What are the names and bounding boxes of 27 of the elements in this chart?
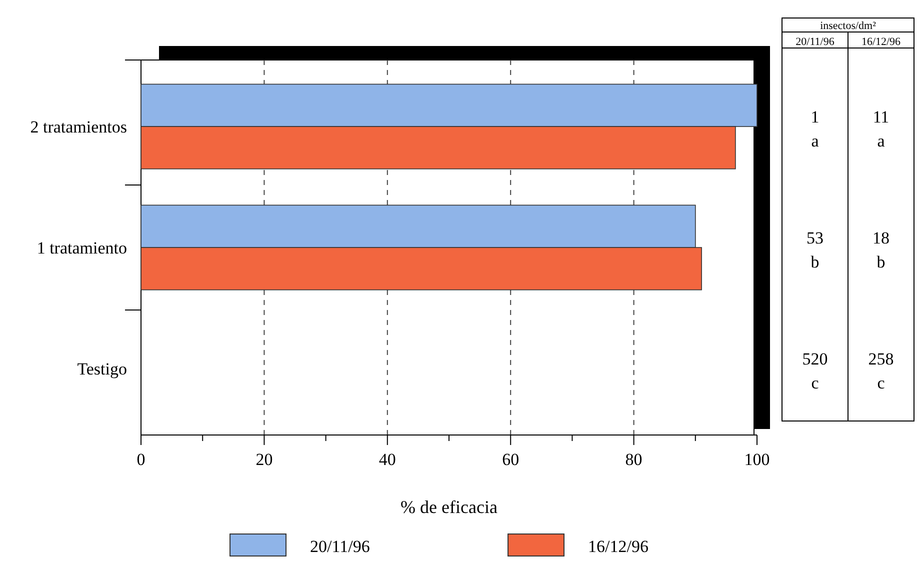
text: c xyxy=(877,373,886,392)
text: a xyxy=(877,132,886,151)
x-tick-label: 80 xyxy=(625,450,642,469)
text: b xyxy=(876,252,886,272)
legend-label: 16/12/96 xyxy=(588,537,648,556)
y-tick-label: 1 tratamiento xyxy=(36,238,127,258)
text: insectos/dm² xyxy=(820,20,877,32)
text: c xyxy=(811,373,820,392)
x-tick-label: 100 xyxy=(744,450,770,469)
x-tick-label: 20 xyxy=(256,450,273,469)
text: 53 xyxy=(806,228,824,248)
text: b xyxy=(810,252,820,272)
y-tick-label: 2 tratamientos xyxy=(30,118,127,137)
x-tick-label: 0 xyxy=(136,450,146,469)
text: 18 xyxy=(872,228,890,248)
y-tick-label: Testigo xyxy=(77,359,127,378)
x-tick-label: 40 xyxy=(378,450,396,469)
text: 1 xyxy=(810,108,820,127)
text: 258 xyxy=(868,349,894,368)
text: a xyxy=(811,132,820,151)
legend-label: 20/11/96 xyxy=(310,537,370,556)
text: 20/11/96 xyxy=(796,36,835,48)
text: 11 xyxy=(872,108,890,127)
text: 520 xyxy=(802,349,828,368)
x-tick-label: 60 xyxy=(502,450,520,469)
x-axis-title: % de eficacia xyxy=(400,497,498,517)
text: 16/12/96 xyxy=(861,36,902,48)
